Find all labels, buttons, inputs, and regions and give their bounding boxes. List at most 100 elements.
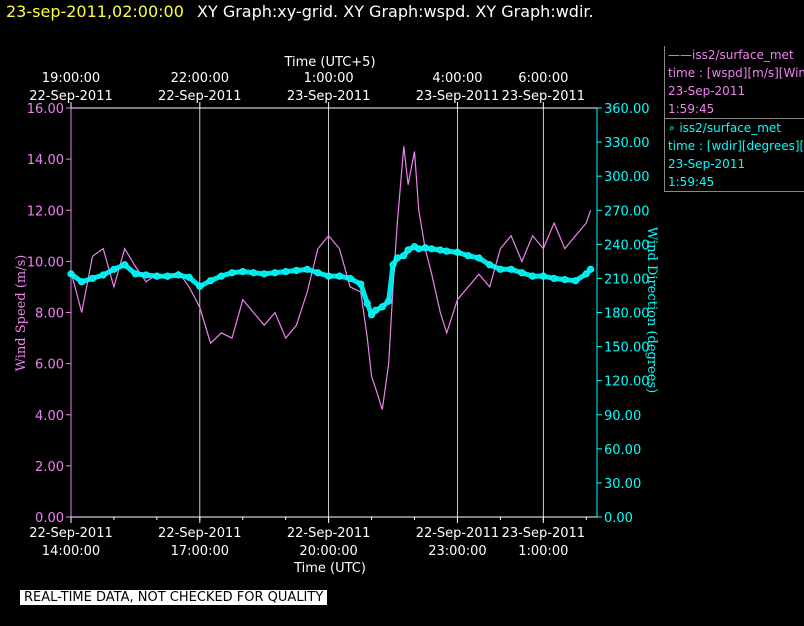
y-right-tick-label: 0.00 — [604, 511, 633, 526]
wind-direction-point — [99, 271, 107, 279]
x-top-tick-time: 4:00:00 — [432, 71, 482, 86]
y-left-tick-label: 16.00 — [27, 102, 64, 117]
wind-direction-point — [121, 261, 129, 269]
x-top-tick-time: 22:00:00 — [171, 71, 229, 86]
x-top-tick-time: 19:00:00 — [42, 71, 100, 86]
legend-wdir-time: 1:59:45 — [668, 175, 715, 189]
y-right-tick-label: 270.00 — [604, 204, 650, 219]
grid — [70, 108, 544, 517]
x-bottom-tick-time: 14:00:00 — [42, 544, 100, 559]
y-right-tick-label: 150.00 — [604, 341, 650, 356]
x-top-tick-date: 23-Sep-2011 — [287, 89, 371, 104]
x-bottom-tick-time: 17:00:00 — [171, 544, 229, 559]
y-right-tick-label: 240.00 — [604, 238, 650, 253]
wind-direction-point — [271, 269, 279, 277]
x-bottom-tick-time: 23:00:00 — [428, 544, 486, 559]
legend-wdir-name: ∘ iss2/surface_met — [668, 121, 781, 135]
wind-direction-point — [325, 272, 333, 280]
y-right-tick-label: 330.00 — [604, 136, 650, 151]
legend-wspd-detail: time : [wspd][m/s][Wind — [668, 66, 804, 80]
x-top-tick-time: 1:00:00 — [304, 71, 354, 86]
wind-direction-point — [453, 248, 462, 256]
y-axis-right-label: Wind Direction (degrees) — [644, 227, 659, 393]
x-bottom-tick-time: 20:00:00 — [299, 544, 357, 559]
wind-direction-point — [539, 272, 547, 280]
wind-direction-point — [292, 266, 301, 275]
y-left-tick-label: 0.00 — [35, 511, 64, 526]
y-left-tick-label: 8.00 — [35, 307, 64, 322]
wind-direction-point — [507, 265, 515, 273]
legend: ——iss2/surface_met time : [wspd][m/s][Wi… — [664, 46, 804, 192]
wind-direction-point — [228, 269, 236, 277]
x-bottom-tick-time: 1:00:00 — [518, 544, 568, 559]
wind-direction-point — [164, 272, 172, 280]
wind-direction-point — [400, 252, 408, 260]
wind-direction-point — [389, 261, 397, 269]
y-left-tick-label: 2.00 — [35, 460, 64, 475]
wind-direction-point — [475, 254, 483, 262]
y-right-tick-label: 180.00 — [604, 307, 650, 322]
y-right-tick-label: 210.00 — [604, 272, 650, 287]
quality-disclaimer: REAL-TIME DATA, NOT CHECKED FOR QUALITY — [20, 590, 328, 605]
wind-direction-point — [303, 265, 311, 273]
wind-direction-point — [217, 272, 225, 280]
x-bottom-tick-date: 22-Sep-2011 — [29, 526, 113, 541]
y-left-tick-label: 4.00 — [35, 409, 64, 424]
wind-direction-point — [561, 275, 569, 284]
wind-direction-point — [367, 311, 376, 319]
y-right-tick-label: 30.00 — [604, 477, 641, 492]
legend-wspd-date: 23-Sep-2011 — [668, 84, 746, 98]
legend-wspd-time: 1:59:45 — [668, 102, 715, 116]
wind-direction-point — [314, 269, 322, 277]
wind-direction-point — [185, 273, 193, 281]
axes — [70, 107, 598, 518]
header-timestamp: 23-sep-2011,02:00:00 — [6, 2, 184, 21]
wind-direction-point — [88, 274, 97, 283]
wind-direction-point — [586, 265, 595, 273]
x-top-tick-date: 23-Sep-2011 — [416, 89, 500, 104]
wind-direction-point — [153, 272, 161, 280]
legend-entry-wdir: ∘ iss2/surface_met time : [wdir][degrees… — [664, 119, 804, 192]
wind-direction-point — [385, 297, 393, 305]
wind-direction-point — [404, 246, 412, 254]
wind-direction-point — [464, 252, 472, 260]
wind-direction-point — [357, 280, 365, 288]
wind-direction-point — [78, 278, 86, 286]
y-axis-left-label: Wind Speed (m/s) — [14, 255, 29, 372]
ticks: 22-Sep-2011 14:00:00 22-Sep-2011 17:00:00 22… — [27, 71, 650, 559]
y-left-tick-label: 6.00 — [35, 358, 64, 373]
wind-direction-point — [393, 254, 401, 262]
wind-direction-point — [486, 261, 494, 269]
wind-direction-point — [443, 247, 451, 255]
wind-direction-point — [249, 269, 258, 277]
wind-direction-point — [378, 303, 386, 311]
y-left-tick-label: 12.00 — [27, 204, 64, 219]
x-top-tick-time: 6:00:00 — [518, 71, 568, 86]
legend-entry-wspd: ——iss2/surface_met time : [wspd][m/s][Wi… — [664, 46, 804, 119]
wind-direction-point — [196, 282, 204, 290]
wind-direction-point — [428, 245, 436, 253]
wind-direction-point — [582, 270, 590, 278]
x-top-tick-date: 23-Sep-2011 — [502, 89, 586, 104]
x-bottom-tick-date: 22-Sep-2011 — [287, 526, 371, 541]
x-top-tick-date: 22-Sep-2011 — [158, 89, 242, 104]
x-axis-top-label: Time (UTC+5) — [283, 55, 375, 70]
wind-direction-point — [206, 277, 215, 285]
wind-direction-point — [110, 265, 118, 273]
x-bottom-tick-date: 23-Sep-2011 — [502, 526, 586, 541]
wind-direction-point — [571, 277, 580, 285]
series — [67, 146, 595, 410]
wind-direction-point — [421, 244, 429, 252]
header: 23-sep-2011,02:00:00 XY Graph:xy-grid. X… — [6, 2, 594, 21]
x-bottom-tick-date: 22-Sep-2011 — [158, 526, 242, 541]
wind-direction-point — [415, 245, 423, 253]
x-bottom-tick-date: 22-Sep-2011 — [416, 526, 500, 541]
x-top-tick-date: 22-Sep-2011 — [29, 89, 113, 104]
wind-direction-point — [363, 299, 371, 308]
legend-wdir-date: 23-Sep-2011 — [668, 157, 746, 171]
y-left-tick-label: 10.00 — [27, 255, 64, 270]
wind-direction-point — [518, 269, 526, 277]
y-right-tick-label: 300.00 — [604, 170, 650, 185]
y-left-tick-label: 14.00 — [27, 153, 64, 168]
wind-direction-point — [174, 271, 182, 279]
